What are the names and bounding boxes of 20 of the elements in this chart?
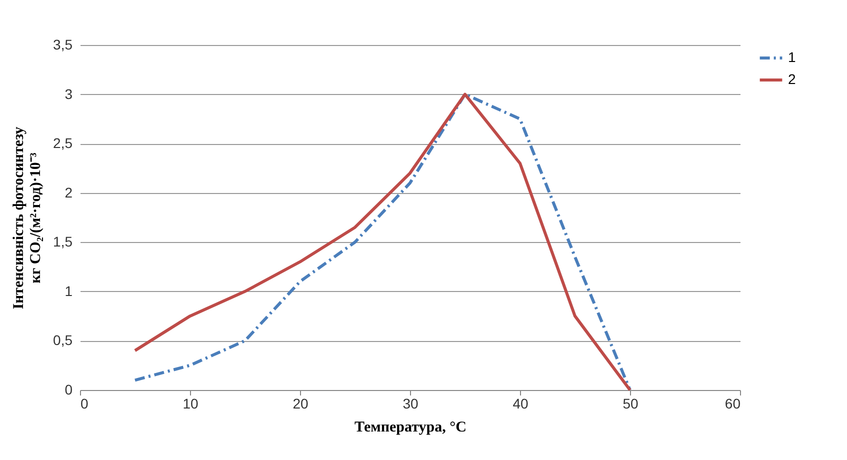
legend-label: 2 <box>788 71 796 87</box>
x-tick-label: 20 <box>292 396 308 412</box>
y-tick-label: 0 <box>64 382 73 398</box>
y-axis-title: Інтенсивність фотосинтезу кг CO₂/(м²·год)·10⁻³ <box>11 126 44 310</box>
y-tick-label: 1,5 <box>53 234 73 250</box>
y-tick-label: 1 <box>64 282 73 299</box>
legend-label: 1 <box>788 49 796 65</box>
x-tick-label: 30 <box>402 396 418 412</box>
y-tick-label: 2 <box>64 184 73 200</box>
x-tick-label: 0 <box>80 396 88 412</box>
line-series <box>134 92 632 392</box>
y-tick-label: 3,5 <box>53 36 73 52</box>
x-tick-label: 60 <box>724 396 741 412</box>
x-axis-title: Температура, °C <box>354 420 466 436</box>
y-tick-label: 3 <box>64 86 73 102</box>
x-tick-label: 50 <box>622 396 638 412</box>
y-tick-label: 0,5 <box>53 332 73 348</box>
y-tick-label: 2,5 <box>53 135 73 152</box>
x-tick-label: 10 <box>182 396 198 412</box>
x-tick-label: 40 <box>512 396 528 412</box>
